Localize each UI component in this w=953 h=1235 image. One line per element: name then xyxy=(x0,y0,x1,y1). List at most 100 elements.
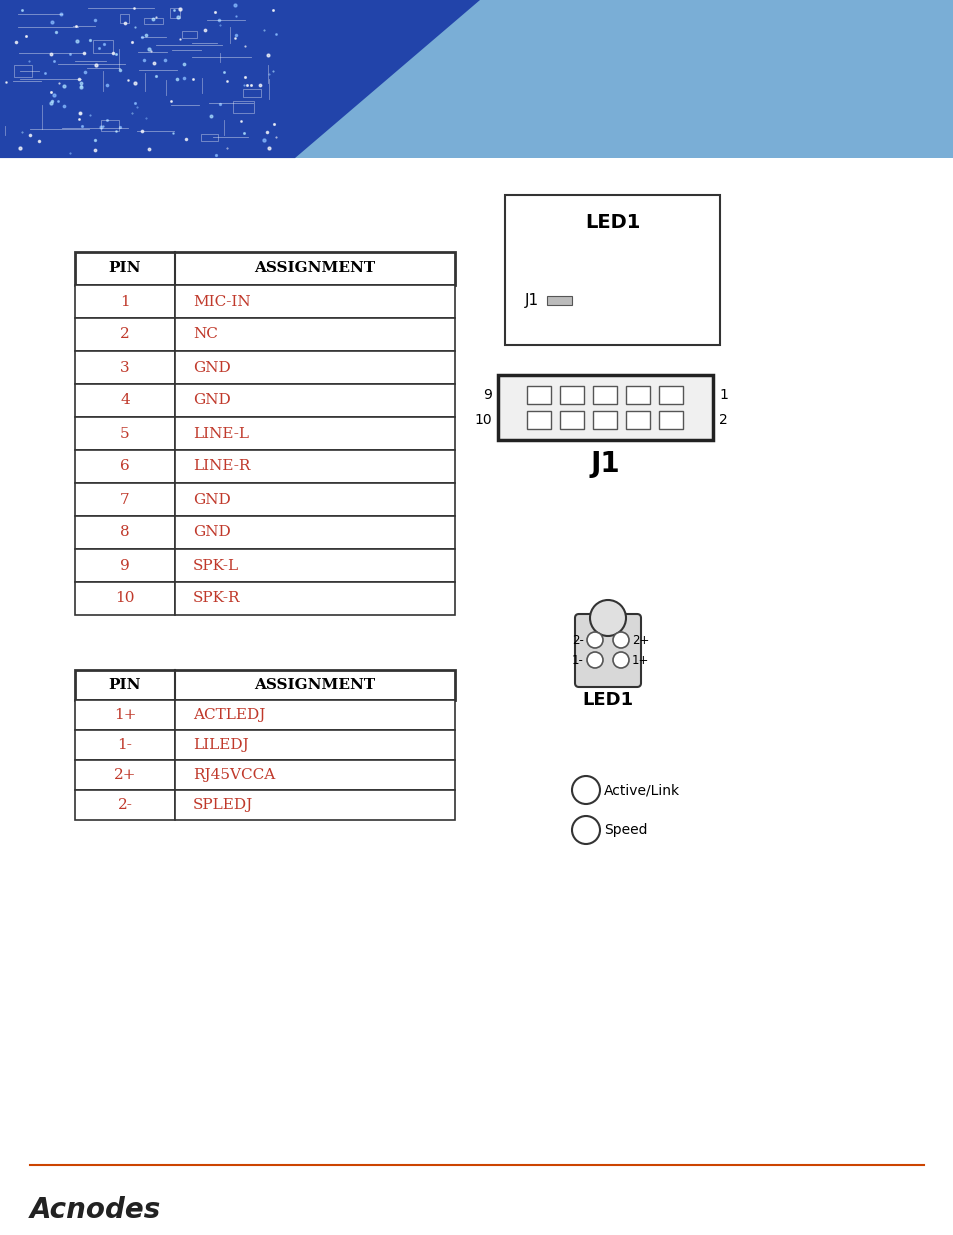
Bar xyxy=(75,351,174,384)
Circle shape xyxy=(586,632,602,648)
Bar xyxy=(174,351,455,384)
Text: 1+: 1+ xyxy=(113,708,136,722)
Circle shape xyxy=(586,652,602,668)
Text: ASSIGNMENT: ASSIGNMENT xyxy=(254,262,375,275)
Text: 1: 1 xyxy=(120,294,130,309)
Bar xyxy=(527,411,551,429)
Text: 10: 10 xyxy=(474,412,492,427)
Bar xyxy=(174,550,455,582)
Text: GND: GND xyxy=(193,526,231,540)
Text: ACTLEDJ: ACTLEDJ xyxy=(193,708,265,722)
Bar xyxy=(174,384,455,417)
Text: Active/Link: Active/Link xyxy=(603,783,679,797)
Text: 2: 2 xyxy=(719,412,727,427)
Bar xyxy=(497,375,712,440)
Bar xyxy=(243,89,260,98)
Circle shape xyxy=(572,776,599,804)
Text: 1: 1 xyxy=(719,388,727,403)
Text: 3: 3 xyxy=(120,361,130,374)
Bar xyxy=(174,700,455,730)
Text: GND: GND xyxy=(193,361,231,374)
Bar xyxy=(527,387,551,404)
Bar xyxy=(75,582,174,615)
Circle shape xyxy=(613,632,628,648)
Bar xyxy=(593,411,617,429)
Text: SPK-R: SPK-R xyxy=(193,592,240,605)
Text: 2: 2 xyxy=(120,327,130,342)
Bar xyxy=(75,483,174,516)
Text: 2-: 2- xyxy=(117,798,132,811)
Text: 9: 9 xyxy=(482,388,492,403)
Bar xyxy=(174,760,455,790)
Text: J1: J1 xyxy=(524,293,538,308)
Text: Speed: Speed xyxy=(603,823,647,837)
Bar xyxy=(75,730,174,760)
Bar xyxy=(75,671,455,700)
Bar xyxy=(174,790,455,820)
Bar xyxy=(659,411,682,429)
Text: 10: 10 xyxy=(115,592,134,605)
Bar xyxy=(75,252,455,285)
Bar xyxy=(174,582,455,615)
Text: RJ45VCCA: RJ45VCCA xyxy=(193,768,275,782)
Text: ASSIGNMENT: ASSIGNMENT xyxy=(254,678,375,692)
Bar xyxy=(560,387,584,404)
Bar xyxy=(93,40,112,53)
Text: LED1: LED1 xyxy=(582,692,633,709)
Text: LINE-L: LINE-L xyxy=(193,426,249,441)
Bar xyxy=(75,550,174,582)
Text: 2+: 2+ xyxy=(631,634,649,646)
Circle shape xyxy=(613,652,628,668)
Text: 5: 5 xyxy=(120,426,130,441)
Bar xyxy=(0,0,953,158)
FancyBboxPatch shape xyxy=(575,614,640,687)
Bar xyxy=(182,31,197,38)
Text: 6: 6 xyxy=(120,459,130,473)
Bar xyxy=(75,516,174,550)
Bar xyxy=(144,19,162,23)
Bar xyxy=(174,450,455,483)
Bar xyxy=(75,700,174,730)
Text: 1-: 1- xyxy=(117,739,132,752)
Text: 1+: 1+ xyxy=(631,653,649,667)
Text: SPK-L: SPK-L xyxy=(193,558,239,573)
Text: 9: 9 xyxy=(120,558,130,573)
Circle shape xyxy=(572,816,599,844)
Bar xyxy=(560,411,584,429)
Text: Acnodes: Acnodes xyxy=(30,1195,161,1224)
Circle shape xyxy=(589,600,625,636)
Bar xyxy=(75,417,174,450)
Text: 2+: 2+ xyxy=(113,768,136,782)
Bar xyxy=(233,101,253,114)
Text: PIN: PIN xyxy=(109,678,141,692)
Bar xyxy=(174,483,455,516)
Bar xyxy=(101,120,119,131)
Bar xyxy=(75,285,174,317)
Bar xyxy=(659,387,682,404)
Text: 2-: 2- xyxy=(572,634,583,646)
Bar xyxy=(174,730,455,760)
Bar xyxy=(626,411,650,429)
Bar xyxy=(75,450,174,483)
Text: J1: J1 xyxy=(590,450,619,478)
Bar xyxy=(75,384,174,417)
Text: PIN: PIN xyxy=(109,262,141,275)
Text: LINE-R: LINE-R xyxy=(193,459,250,473)
Bar xyxy=(75,790,174,820)
Text: 8: 8 xyxy=(120,526,130,540)
Text: GND: GND xyxy=(193,493,231,506)
Bar xyxy=(200,135,218,141)
Bar xyxy=(75,317,174,351)
Bar xyxy=(174,417,455,450)
Text: GND: GND xyxy=(193,394,231,408)
Text: LED1: LED1 xyxy=(584,214,639,232)
Polygon shape xyxy=(0,0,479,158)
Bar xyxy=(546,296,572,305)
Bar xyxy=(174,285,455,317)
Text: NC: NC xyxy=(193,327,217,342)
Bar xyxy=(174,317,455,351)
Bar xyxy=(75,760,174,790)
Text: 7: 7 xyxy=(120,493,130,506)
Text: 1-: 1- xyxy=(572,653,583,667)
Text: SPLEDJ: SPLEDJ xyxy=(193,798,253,811)
